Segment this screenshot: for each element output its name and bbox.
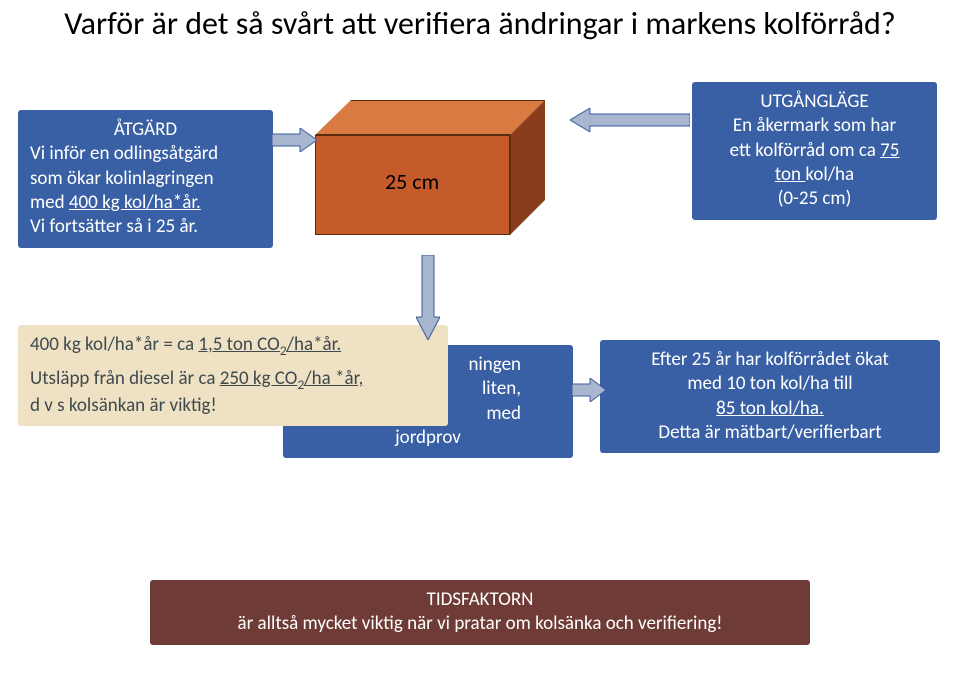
atgard-heading: ÅTGÄRD (30, 118, 261, 142)
panel-footer: TIDSFAKTORN är alltså mycket viktig när … (150, 580, 810, 645)
res-line3: 85 ton kol/ha. (612, 397, 928, 421)
utgang-line1: En åkermark som har (704, 114, 925, 138)
utgang-heading: UTGÅNGLÄGE (704, 90, 925, 114)
panel-utgang: UTGÅNGLÄGE En åkermark som har ett kolfö… (692, 82, 937, 220)
utgang-line4: (0-25 cm) (704, 187, 925, 211)
beige-line3: d v s kolsänkan är viktig! (30, 394, 436, 418)
arrow-utgang-to-box (570, 108, 690, 132)
res-line4: Detta är mätbart/verifierbart (612, 421, 928, 445)
box-top-face (315, 100, 545, 135)
depth-label: 25 cm (385, 168, 439, 195)
atgard-line2: som ökar kolinlagringen (30, 167, 261, 191)
footer-line: är alltså mycket viktig när vi pratar om… (162, 612, 798, 636)
panel-result: Efter 25 år har kolförrådet ökat med 10 … (600, 340, 940, 453)
utgang-line2: ett kolförråd om ca 75 (704, 139, 925, 163)
page-title: Varför är det så svårt att verifiera änd… (30, 4, 930, 43)
beige-line2: Utsläpp från diesel är ca 250 kg CO2/ha … (30, 367, 436, 393)
beige-line1: 400 kg kol/ha*år = ca 1,5 ton CO2/ha*år. (30, 333, 436, 359)
res-line1: Efter 25 år har kolförrådet ökat (612, 348, 928, 372)
arrow-mid-to-result (572, 378, 606, 402)
utgang-line3: ton kol/ha (704, 163, 925, 187)
mid-frag4: jordprov (295, 426, 561, 450)
panel-beige-note: 400 kg kol/ha*år = ca 1,5 ton CO2/ha*år.… (18, 325, 448, 426)
panel-atgard: ÅTGÄRD Vi inför en odlingsåtgärd som öka… (18, 110, 273, 248)
atgard-line1: Vi inför en odlingsåtgärd (30, 142, 261, 166)
atgard-line3: med 400 kg kol/ha*år. (30, 191, 261, 215)
res-line2: med 10 ton kol/ha till (612, 372, 928, 396)
atgard-line4: Vi fortsätter så i 25 år. (30, 215, 261, 239)
footer-heading: TIDSFAKTORN (162, 588, 798, 612)
arrow-atgard-to-box (272, 128, 317, 152)
arrow-box-to-mid (416, 255, 440, 340)
